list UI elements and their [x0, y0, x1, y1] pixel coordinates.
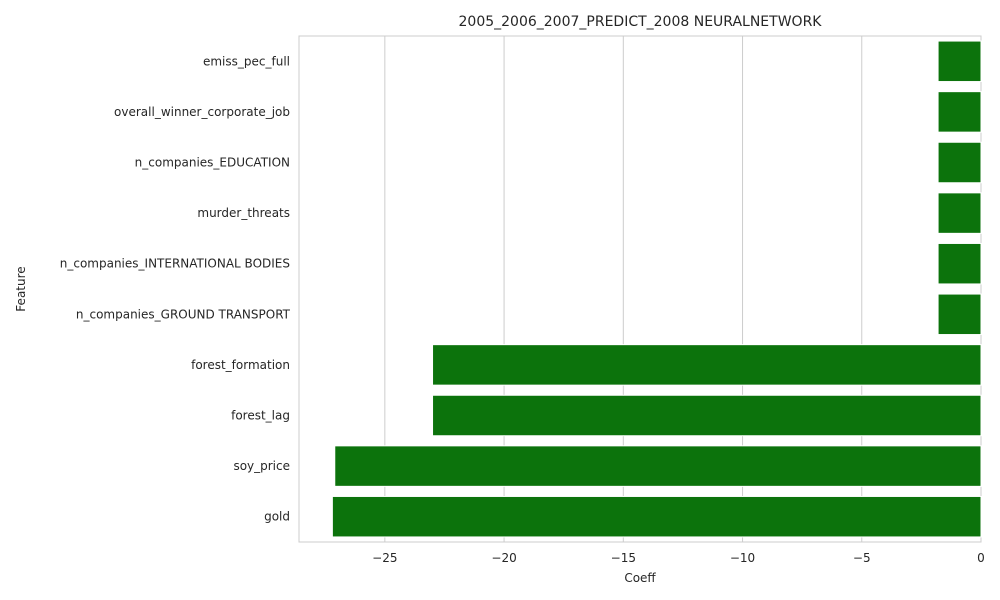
- bar: [432, 394, 982, 437]
- bar: [334, 445, 982, 487]
- y-tick-label: overall_winner_corporate_job: [114, 105, 290, 119]
- x-tick-label: −25: [372, 551, 397, 565]
- y-tick-label: forest_lag: [231, 409, 290, 423]
- y-tick-label: n_companies_EDUCATION: [135, 156, 290, 170]
- y-tick-label: n_companies_INTERNATIONAL BODIES: [60, 257, 290, 271]
- y-tick-label: soy_price: [233, 459, 290, 473]
- x-tick-label: 0: [977, 551, 985, 565]
- y-tick-label: n_companies_GROUND TRANSPORT: [76, 307, 291, 321]
- y-tick-label: forest_formation: [191, 358, 290, 372]
- x-axis-label: Coeff: [624, 571, 656, 585]
- bar: [937, 293, 982, 336]
- bar: [937, 242, 982, 285]
- bar: [937, 91, 982, 133]
- x-tick-label: −10: [730, 551, 755, 565]
- bars: [331, 40, 982, 538]
- bar: [937, 192, 982, 234]
- bar: [432, 344, 982, 386]
- y-tick-label: emiss_pec_full: [203, 54, 290, 68]
- chart-title: 2005_2006_2007_PREDICT_2008 NEURALNETWOR…: [459, 14, 823, 30]
- x-tick-label: −20: [491, 551, 516, 565]
- y-tick-label: murder_threats: [197, 206, 290, 220]
- x-tick-label: −5: [853, 551, 871, 565]
- y-tick-label: gold: [264, 510, 290, 524]
- bar: [937, 40, 982, 83]
- plot-area-frame: [298, 35, 982, 543]
- y-axis-label: Feature: [14, 266, 28, 311]
- x-axis-ticks: −25 −20 −15 −10 −5 0: [372, 551, 985, 565]
- y-axis-ticks: emiss_pec_full overall_winner_corporate_j…: [60, 54, 291, 523]
- x-tick-label: −15: [611, 551, 636, 565]
- bar: [937, 141, 982, 184]
- bar: [331, 495, 982, 538]
